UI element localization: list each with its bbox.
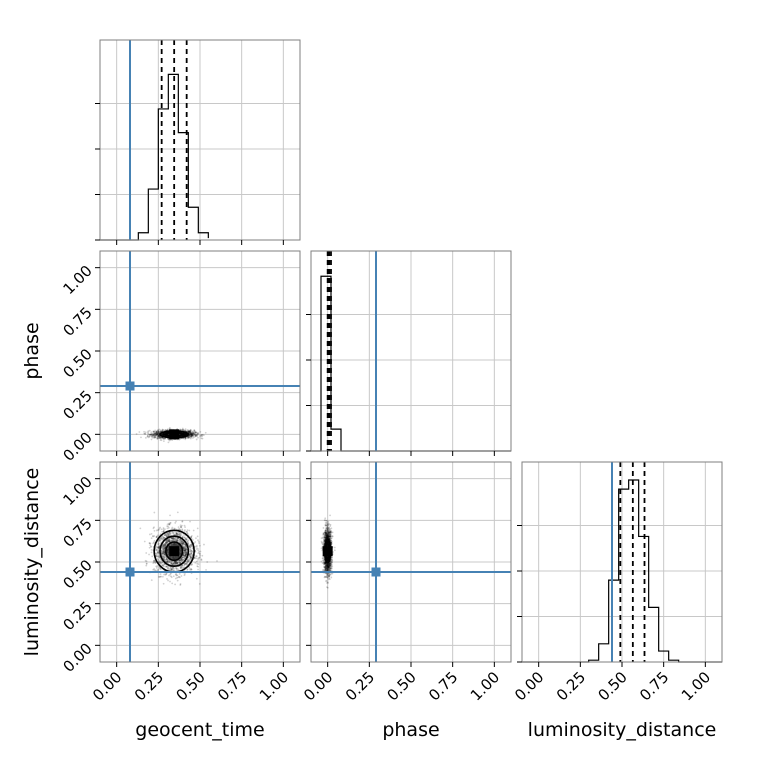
truth-marker [125,567,135,577]
x-tick-label: 0.25 [553,668,589,704]
x-tick-label: 0.50 [172,668,208,704]
x-tick-label: 1.00 [467,668,503,704]
y-tick-label: 0.00 [59,639,95,675]
y-tick-label: 0.75 [59,514,95,550]
x-axis-label-geocent_time: geocent_time [135,719,264,741]
y-tick-label: 0.25 [59,387,95,423]
x-tick-label: 0.50 [594,668,630,704]
x-tick-label: 0.00 [300,668,336,704]
x-tick-label: 0.25 [131,668,167,704]
y-axis-label-luminosity_distance: luminosity_distance [21,468,43,657]
y-tick-label: 0.00 [59,428,95,464]
scatter-phase-luminosity_distance-panel [311,462,511,662]
density-peak [169,546,180,557]
y-tick-label: 1.00 [59,473,95,509]
x-tick-label: 0.00 [511,668,547,704]
density-contour [159,535,190,567]
x-tick-label: 0.75 [214,668,250,704]
x-axis-label-luminosity_distance: luminosity_distance [528,719,717,741]
y-tick-label: 0.50 [59,345,95,381]
histogram-luminosity_distance-panel [522,462,722,662]
y-tick-label: 0.50 [59,556,95,592]
density-peak [322,546,333,557]
y-tick-label: 0.75 [59,303,95,339]
x-tick-label: 0.50 [383,668,419,704]
scatter-geocent_time-phase-panel [100,251,300,451]
truth-marker [371,567,381,577]
y-tick-label: 0.25 [59,598,95,634]
x-tick-label: 0.75 [425,668,461,704]
x-tick-label: 1.00 [678,668,714,704]
density-peak [169,429,180,440]
histogram-geocent_time-step [100,73,209,241]
truth-marker [125,381,135,391]
y-axis-label-phase: phase [21,322,43,379]
histogram-phase-panel [311,251,511,451]
x-tick-label: 0.00 [89,668,125,704]
x-tick-label: 1.00 [256,668,292,704]
x-axis-label-phase: phase [382,719,439,741]
histogram-geocent_time-panel [100,40,300,240]
scatter-geocent_time-luminosity_distance-panel [100,462,300,662]
x-tick-label: 0.75 [636,668,672,704]
y-tick-label: 1.00 [59,262,95,298]
x-tick-label: 0.25 [342,668,378,704]
